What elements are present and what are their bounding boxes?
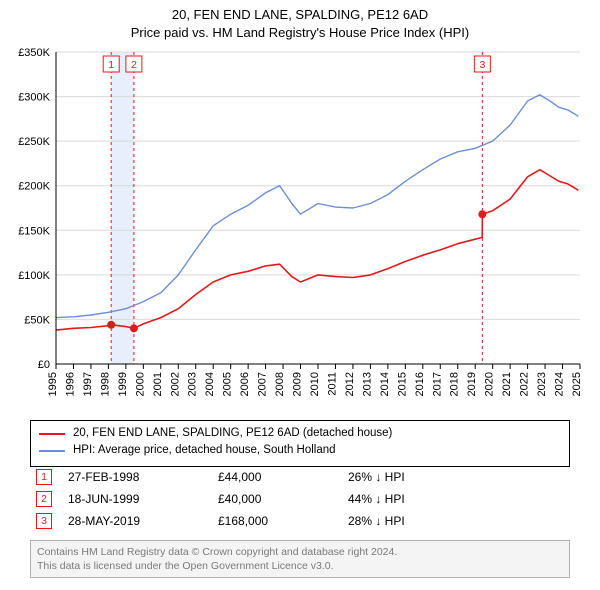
svg-text:2002: 2002 xyxy=(169,372,181,396)
svg-text:2018: 2018 xyxy=(449,372,461,396)
svg-text:1997: 1997 xyxy=(82,372,94,396)
svg-text:1999: 1999 xyxy=(117,372,129,396)
legend: 20, FEN END LANE, SPALDING, PE12 6AD (de… xyxy=(30,420,570,467)
svg-text:2009: 2009 xyxy=(292,372,304,396)
svg-text:2012: 2012 xyxy=(344,372,356,396)
svg-text:2019: 2019 xyxy=(466,372,478,396)
svg-text:2005: 2005 xyxy=(222,372,234,396)
svg-text:£100K: £100K xyxy=(18,270,50,282)
svg-text:2022: 2022 xyxy=(519,372,531,396)
event-date: 28-MAY-2019 xyxy=(68,514,218,528)
legend-row: 20, FEN END LANE, SPALDING, PE12 6AD (de… xyxy=(39,425,561,442)
event-price: £168,000 xyxy=(218,514,348,528)
svg-text:2024: 2024 xyxy=(554,372,566,396)
svg-text:£150K: £150K xyxy=(18,225,50,237)
svg-text:2023: 2023 xyxy=(536,372,548,396)
event-row: 3 28-MAY-2019 £168,000 28% ↓ HPI xyxy=(30,510,570,532)
svg-text:1996: 1996 xyxy=(64,372,76,396)
chart-area: £0 £50K £100K £150K £200K £250K £300K £350K 1995… xyxy=(12,46,588,408)
svg-text:1: 1 xyxy=(108,59,114,71)
svg-text:2016: 2016 xyxy=(414,372,426,396)
svg-text:£300K: £300K xyxy=(18,92,50,104)
license-line-2: This data is licensed under the Open Gov… xyxy=(37,559,563,573)
svg-text:1995: 1995 xyxy=(47,372,59,396)
svg-text:2013: 2013 xyxy=(361,372,373,396)
chart-title-block: 20, FEN END LANE, SPALDING, PE12 6AD Pri… xyxy=(0,0,600,41)
title-line-2: Price paid vs. HM Land Registry's House … xyxy=(0,24,600,42)
svg-text:2001: 2001 xyxy=(152,372,164,396)
svg-text:2015: 2015 xyxy=(396,372,408,396)
svg-text:£200K: £200K xyxy=(18,181,50,193)
svg-text:2021: 2021 xyxy=(501,372,513,396)
legend-swatch xyxy=(39,433,65,435)
license-notice: Contains HM Land Registry data © Crown c… xyxy=(30,540,570,578)
event-delta: 28% ↓ HPI xyxy=(348,514,405,528)
svg-text:£0: £0 xyxy=(38,359,50,371)
svg-text:£50K: £50K xyxy=(24,314,50,326)
events-table: 1 27-FEB-1998 £44,000 26% ↓ HPI 2 18-JUN… xyxy=(30,466,570,532)
svg-text:£250K: £250K xyxy=(18,136,50,148)
event-delta: 44% ↓ HPI xyxy=(348,492,405,506)
title-line-1: 20, FEN END LANE, SPALDING, PE12 6AD xyxy=(0,6,600,24)
svg-text:2010: 2010 xyxy=(309,372,321,396)
svg-text:2004: 2004 xyxy=(204,372,216,396)
svg-text:2014: 2014 xyxy=(379,372,391,396)
svg-text:2008: 2008 xyxy=(274,372,286,396)
svg-text:2003: 2003 xyxy=(187,372,199,396)
event-row: 2 18-JUN-1999 £40,000 44% ↓ HPI xyxy=(30,488,570,510)
svg-text:2: 2 xyxy=(131,59,137,71)
event-price: £44,000 xyxy=(218,470,348,484)
event-price: £40,000 xyxy=(218,492,348,506)
event-delta: 26% ↓ HPI xyxy=(348,470,405,484)
svg-text:2007: 2007 xyxy=(257,372,269,396)
svg-text:£350K: £350K xyxy=(18,47,50,59)
line-chart-svg: £0 £50K £100K £150K £200K £250K £300K £350K 1995… xyxy=(12,46,588,408)
svg-text:1998: 1998 xyxy=(99,372,111,396)
event-badge: 3 xyxy=(36,513,52,529)
event-badge: 2 xyxy=(36,491,52,507)
legend-row: HPI: Average price, detached house, Sout… xyxy=(39,442,561,459)
legend-label: 20, FEN END LANE, SPALDING, PE12 6AD (de… xyxy=(73,425,392,442)
event-badge: 1 xyxy=(36,469,52,485)
event-row: 1 27-FEB-1998 £44,000 26% ↓ HPI xyxy=(30,466,570,488)
svg-text:2000: 2000 xyxy=(134,372,146,396)
svg-text:2025: 2025 xyxy=(571,372,583,396)
license-line-1: Contains HM Land Registry data © Crown c… xyxy=(37,545,563,559)
legend-swatch xyxy=(39,450,65,452)
event-date: 18-JUN-1999 xyxy=(68,492,218,506)
svg-text:2020: 2020 xyxy=(484,372,496,396)
svg-text:2011: 2011 xyxy=(326,372,338,396)
legend-label: HPI: Average price, detached house, Sout… xyxy=(73,442,336,459)
svg-text:2017: 2017 xyxy=(431,372,443,396)
svg-text:2006: 2006 xyxy=(239,372,251,396)
svg-text:3: 3 xyxy=(479,59,485,71)
event-date: 27-FEB-1998 xyxy=(68,470,218,484)
